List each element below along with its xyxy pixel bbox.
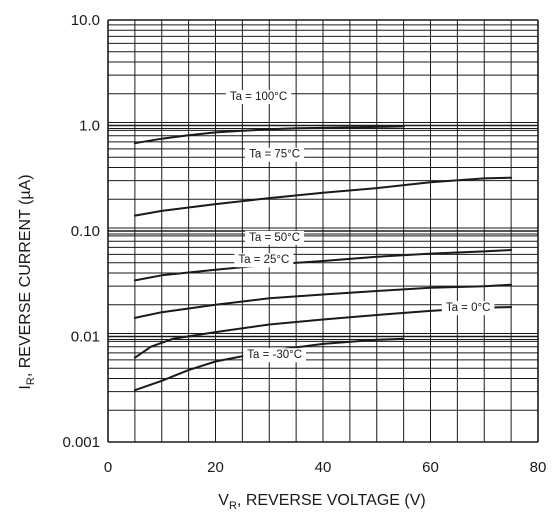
series-label-background-4 [441, 301, 495, 316]
series-label-0: Ta = 100°C [230, 91, 287, 103]
y-axis-title-rest: , REVERSE CURRENT (µA) [17, 174, 34, 377]
x-tick-label-4: 80 [530, 459, 547, 476]
x-axis-title: VR, REVERSE VOLTAGE (V) [218, 492, 425, 512]
series-label-background-3 [234, 253, 294, 268]
series-label-1: Ta = 75°C [249, 149, 300, 161]
curve-labels: Ta = 100°C Ta = 75°C Ta = 50°C Ta = 25°C Ta … [225, 90, 495, 363]
series-label-5: Ta = -30°C [247, 349, 302, 361]
series-line-5 [133, 337, 405, 392]
series-label-3: Ta = 25°C [238, 254, 289, 266]
series-label-group-3: Ta = 25°C [234, 253, 294, 268]
x-axis-title-main: V [218, 492, 229, 509]
series-line-3 [133, 283, 513, 319]
y-tick-label-2: 0.10 [71, 223, 100, 240]
grid [107, 19, 539, 443]
series-label-group-1: Ta = 75°C [245, 147, 305, 162]
series-label-2: Ta = 50°C [249, 232, 300, 244]
series-label-group-5: Ta = -30°C [243, 348, 307, 363]
y-tick-label-0: 10.0 [71, 12, 100, 29]
x-tick-label-0: 0 [104, 459, 112, 476]
series-label-4: Ta = 0°C [446, 302, 491, 314]
series-line-1 [133, 176, 513, 217]
x-axis-title-subscript: R [229, 500, 237, 512]
series-label-background-2 [245, 230, 305, 245]
y-tick-label-4: 0.001 [62, 434, 100, 451]
x-tick-label-2: 40 [315, 459, 332, 476]
series-label-background-1 [245, 147, 305, 162]
series-label-background-5 [243, 348, 307, 363]
series-label-group-0: Ta = 100°C [225, 90, 292, 105]
series-line-2 [133, 249, 513, 282]
series-label-group-4: Ta = 0°C [441, 301, 495, 316]
y-axis-title-subscript: R [25, 377, 37, 385]
series-label-background-0 [225, 90, 292, 105]
x-tick-label-1: 20 [207, 459, 224, 476]
y-tick-label-1: 1.0 [79, 118, 100, 135]
y-tick-label-3: 0.01 [71, 329, 100, 346]
series-label-group-2: Ta = 50°C [245, 230, 305, 245]
y-axis-title-main: I [17, 385, 34, 389]
x-axis-title-rest: , REVERSE VOLTAGE (V) [237, 492, 426, 509]
x-tick-label-3: 60 [422, 459, 439, 476]
y-axis-title: IR, REVERSE CURRENT (µA) [17, 174, 37, 389]
series-line-0 [133, 125, 405, 145]
